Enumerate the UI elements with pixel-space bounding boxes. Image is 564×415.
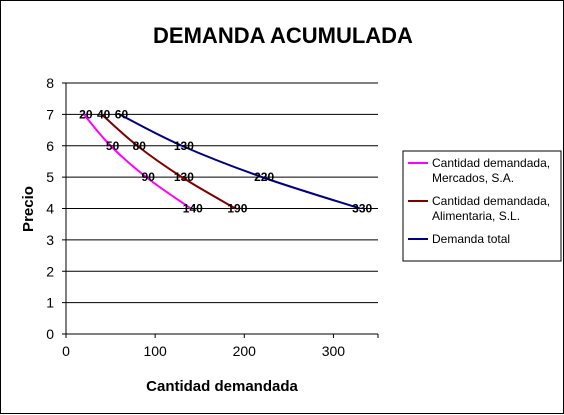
legend-entry-label: Mercados, S.A. (432, 171, 514, 185)
grid-layer (66, 82, 378, 304)
data-label: 190 (227, 202, 247, 216)
y-tick-label: 4 (46, 201, 54, 217)
chart-title: DEMANDA ACUMULADA (153, 23, 413, 48)
y-tick-label: 3 (46, 232, 54, 248)
data-label: 130 (174, 139, 194, 153)
legend-entry-label: Cantidad demandada, (432, 194, 550, 208)
series-line-1 (100, 113, 236, 210)
legend: Cantidad demandada,Mercados, S.A.Cantida… (402, 150, 562, 262)
x-tick-label: 200 (233, 343, 257, 359)
y-tick-label: 0 (46, 326, 54, 342)
x-axis-title: Cantidad demandada (146, 378, 298, 395)
series-line-2 (119, 113, 361, 210)
data-label: 60 (115, 107, 129, 121)
y-tick-label: 6 (46, 138, 54, 154)
y-tick-label: 5 (46, 169, 54, 185)
data-label: 90 (142, 170, 156, 184)
data-label: 130 (174, 170, 194, 184)
y-tick-label: 2 (46, 263, 54, 279)
data-label: 80 (133, 139, 147, 153)
data-label: 330 (352, 202, 372, 216)
y-tick-label: 7 (46, 106, 54, 122)
y-tick-label: 8 (46, 75, 54, 91)
x-tick-label: 100 (143, 343, 167, 359)
series-layer (83, 113, 361, 210)
data-label: 40 (97, 107, 111, 121)
y-axis-title: Precio (20, 186, 37, 232)
legend-box (402, 150, 562, 262)
legend-entry-label: Cantidad demandada, (432, 156, 550, 170)
data-label: 140 (183, 202, 203, 216)
series-line-0 (83, 113, 192, 210)
data-label: 220 (254, 170, 274, 184)
data-labels-layer: 20 50 90 140 40 80 130 190 60 130 220 330 (79, 107, 372, 215)
legend-entry-label: Alimentaria, S.L. (432, 209, 520, 223)
y-tick-label: 1 (46, 295, 54, 311)
data-label: 50 (106, 139, 120, 153)
x-tick-label: 300 (322, 343, 346, 359)
data-label: 20 (79, 107, 93, 121)
x-tick-label: 0 (62, 343, 70, 359)
legend-entry-label: Demanda total (432, 232, 510, 246)
